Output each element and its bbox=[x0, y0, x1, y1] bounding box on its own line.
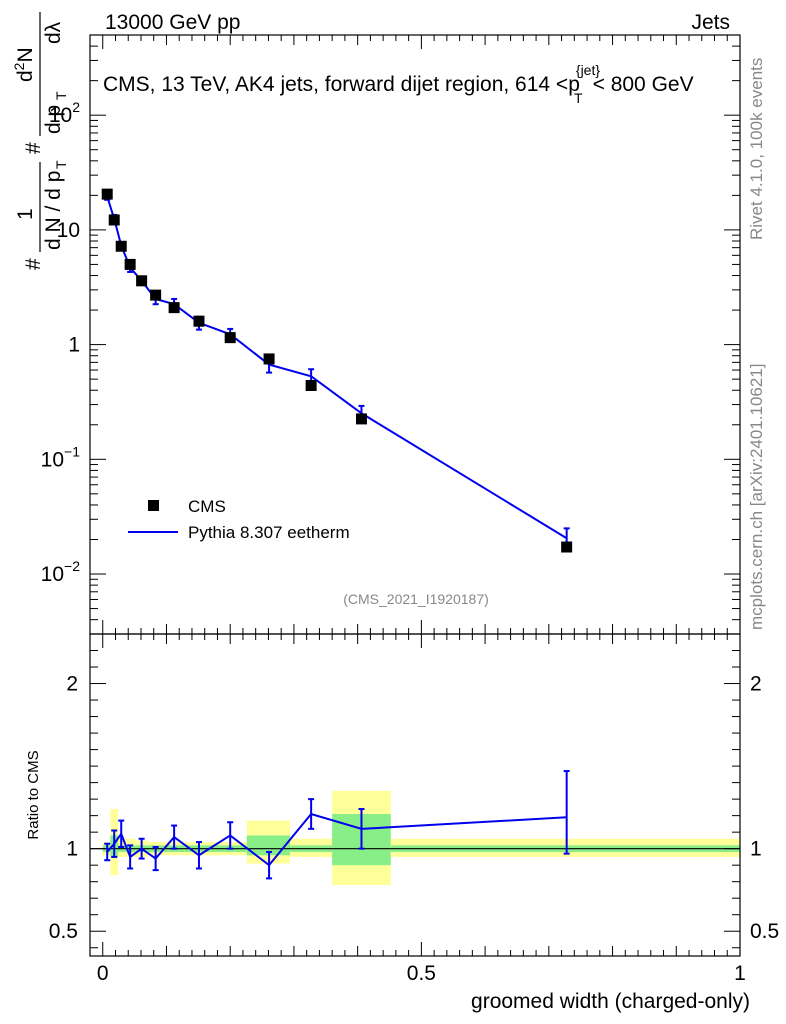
cms-data-point bbox=[150, 289, 162, 301]
main-plot: 10−2 10−1 1 10 102 CMS, 13 TeV, AK4 jets, fo… bbox=[11, 12, 741, 635]
ylabel-dp: d p bbox=[42, 105, 65, 134]
ylabel-dN: d N / d p bbox=[42, 171, 65, 250]
x-tick-label: 0.5 bbox=[407, 962, 436, 985]
mc-line bbox=[106, 196, 568, 540]
ratio-uncertainty-bands bbox=[102, 790, 740, 885]
ratio-plot-frame bbox=[89, 633, 741, 957]
ylabel-dlambda: dλ bbox=[42, 21, 65, 44]
main-y-tick-labels: 10−2 10−1 1 10 102 bbox=[41, 99, 81, 586]
ratio-y-axis-label: Ratio to CMS bbox=[25, 750, 42, 839]
plot-title-main: CMS, 13 TeV, AK4 jets, forward dijet reg… bbox=[103, 73, 568, 96]
cms-data-point bbox=[355, 413, 367, 425]
main-y-tick-label: 102 bbox=[49, 99, 80, 127]
cms-data-point bbox=[108, 214, 120, 226]
ratio-y-tick-label-right: 2 bbox=[750, 673, 762, 696]
data-series bbox=[101, 188, 573, 553]
cms-data-point bbox=[136, 275, 148, 287]
plot-title-p-sub: T bbox=[574, 90, 583, 106]
cms-data-point bbox=[193, 315, 205, 327]
mc-series bbox=[104, 192, 570, 548]
main-y-tick-label: 10 bbox=[57, 219, 80, 242]
cms-data-point bbox=[305, 379, 317, 391]
legend-marker-cms bbox=[148, 500, 159, 511]
main-y-axis-label: # 1 d N / d p T # d2N d p T dλ bbox=[11, 12, 69, 270]
cms-data-point bbox=[263, 353, 275, 365]
cms-data-point bbox=[168, 302, 180, 314]
cms-data-point bbox=[101, 188, 113, 200]
legend-label-cms: CMS bbox=[188, 497, 226, 516]
ratio-y-tick-label-right: 1 bbox=[750, 838, 762, 861]
x-axis-label: groomed width (charged-only) bbox=[471, 990, 750, 1013]
ratio-y-tick-labels: 0.5 0.5 1 1 2 2 bbox=[49, 673, 779, 944]
ratio-y-tick-label-left: 2 bbox=[66, 673, 78, 696]
analysis-watermark: (CMS_2021_I1920187) bbox=[343, 591, 489, 607]
ratio-x-tick-labels: 0 0.5 1 bbox=[97, 962, 746, 985]
ylabel-d2N-d: d bbox=[14, 70, 37, 82]
category-label: Jets bbox=[691, 11, 730, 34]
cms-data-point bbox=[124, 258, 136, 270]
cms-data-point bbox=[224, 332, 236, 344]
plot-title-p-sup: {jet} bbox=[576, 62, 600, 78]
ylabel-dp-sub: T bbox=[53, 91, 69, 100]
ratio-plot: 0.5 0.51 12 2 0 0.5 1 Ratio to CMS groomed wi… bbox=[25, 633, 779, 1013]
ratio-y-tick-label-left: 0.5 bbox=[49, 920, 78, 943]
ylabel-d2N-sup: 2 bbox=[11, 62, 27, 70]
ratio-y-tick-label-right: 0.5 bbox=[750, 920, 779, 943]
rivet-version-text: Rivet 4.1.0, 100k events bbox=[747, 58, 766, 240]
energy-label: 13000 GeV pp bbox=[105, 11, 240, 34]
plot-title-p: p bbox=[568, 73, 580, 96]
plot-title: CMS, 13 TeV, AK4 jets, forward dijet reg… bbox=[103, 62, 694, 106]
ylabel-d2N-end: N bbox=[14, 47, 37, 62]
cms-data-point bbox=[115, 240, 127, 252]
ratio-plot-ticks bbox=[90, 634, 741, 956]
main-plot-ticks bbox=[90, 34, 741, 635]
plot-title-end: < 800 GeV bbox=[593, 73, 694, 96]
main-y-tick-label: 10−1 bbox=[41, 443, 81, 471]
ratio-mc-series bbox=[104, 770, 570, 880]
x-tick-label: 0 bbox=[97, 962, 109, 985]
ylabel-dN-sub: T bbox=[53, 160, 69, 169]
main-y-tick-label: 1 bbox=[68, 334, 80, 357]
legend: CMS Pythia 8.307 eetherm bbox=[128, 497, 350, 542]
ylabel-one: 1 bbox=[14, 208, 37, 220]
ylabel-hash-1: # bbox=[22, 258, 45, 270]
ratio-band-green bbox=[246, 835, 291, 856]
ratio-y-tick-label-left: 1 bbox=[66, 838, 78, 861]
cms-data-point bbox=[561, 541, 573, 553]
main-y-tick-label: 10−2 bbox=[41, 558, 81, 586]
ylabel-hash-2: # bbox=[22, 142, 45, 154]
x-tick-label: 1 bbox=[734, 962, 746, 985]
source-url-text: mcplots.cern.ch [arXiv:2401.10621] bbox=[747, 364, 766, 630]
legend-label-pythia: Pythia 8.307 eetherm bbox=[188, 523, 350, 542]
main-plot-frame bbox=[89, 34, 741, 635]
ylabel-d2N: d2N bbox=[11, 47, 37, 82]
